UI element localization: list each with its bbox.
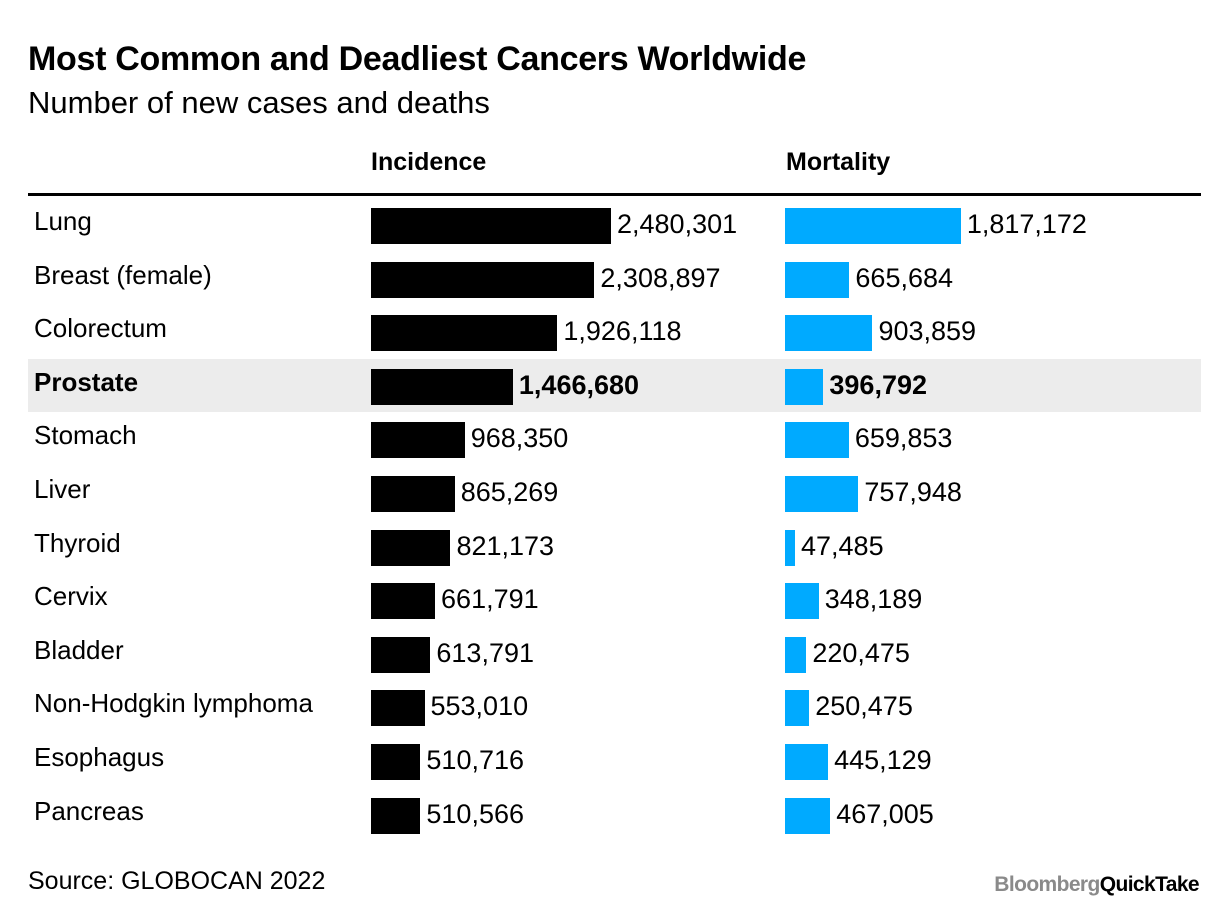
- incidence-column-header: Incidence: [371, 148, 487, 176]
- chart-subtitle: Number of new cases and deaths: [28, 85, 490, 120]
- logo-quicktake: QuickTake: [1099, 873, 1200, 896]
- mortality-value-non-hodgkin-lymphoma: 250,475: [815, 691, 913, 722]
- mortality-bar-colorectum: [785, 315, 873, 352]
- mortality-bar-cervix: [785, 583, 819, 620]
- incidence-value-colorectum: 1,926,118: [563, 316, 682, 347]
- mortality-value-breast-female: 665,684: [855, 262, 954, 293]
- category-label-colorectum: Colorectum: [34, 313, 167, 344]
- mortality-value-prostate: 396,792: [829, 369, 927, 400]
- incidence-bar-bladder: [371, 636, 431, 673]
- category-label-bladder: Bladder: [34, 634, 124, 665]
- highlight-band: [28, 358, 1201, 412]
- mortality-bar-bladder: [785, 636, 807, 673]
- category-label-prostate: Prostate: [34, 366, 139, 397]
- incidence-bar-colorectum: [371, 315, 558, 352]
- category-label-thyroid: Thyroid: [34, 527, 121, 558]
- mortality-value-stomach: 659,853: [854, 423, 953, 454]
- header-rule: [28, 193, 1201, 196]
- incidence-bar-cervix: [371, 583, 436, 620]
- mortality-bar-thyroid: [785, 529, 795, 566]
- incidence-value-thyroid: 821,173: [456, 530, 555, 561]
- incidence-bar-pancreas: [371, 797, 421, 834]
- mortality-bar-esophagus: [785, 744, 829, 780]
- category-label-pancreas: Pancreas: [34, 795, 144, 826]
- incidence-bar-lung: [371, 208, 611, 244]
- chart-title: Most Common and Deadliest Cancers Worldw…: [28, 40, 807, 78]
- incidence-bar-thyroid: [371, 529, 451, 566]
- category-label-breast-female: Breast (female): [34, 259, 212, 290]
- incidence-value-breast-female: 2,308,897: [600, 262, 721, 293]
- incidence-bar-stomach: [371, 422, 465, 459]
- source-note: Source: GLOBOCAN 2022: [28, 867, 326, 895]
- incidence-value-prostate: 1,466,680: [518, 369, 640, 400]
- incidence-bar-breast-female: [371, 261, 595, 298]
- mortality-bar-lung: [785, 208, 961, 244]
- mortality-bar-breast-female: [785, 261, 850, 298]
- category-label-lung: Lung: [34, 206, 92, 236]
- category-label-liver: Liver: [34, 474, 91, 504]
- mortality-column-header: Mortality: [786, 148, 891, 176]
- incidence-value-liver: 865,269: [460, 477, 559, 507]
- mortality-value-cervix: 348,189: [824, 584, 923, 615]
- mortality-value-esophagus: 445,129: [834, 745, 932, 775]
- publisher-logo: BloombergQuickTake: [994, 873, 1199, 897]
- incidence-value-non-hodgkin-lymphoma: 553,010: [430, 691, 529, 722]
- mortality-value-lung: 1,817,172: [966, 209, 1087, 239]
- incidence-bar-non-hodgkin-lymphoma: [371, 690, 425, 727]
- category-label-stomach: Stomach: [34, 420, 137, 451]
- incidence-value-stomach: 968,350: [470, 423, 569, 454]
- mortality-value-colorectum: 903,859: [878, 316, 977, 347]
- category-label-cervix: Cervix: [34, 581, 108, 612]
- mortality-value-thyroid: 47,485: [801, 530, 884, 561]
- incidence-value-lung: 2,480,301: [617, 209, 738, 239]
- incidence-value-pancreas: 510,566: [426, 798, 524, 829]
- mortality-bar-stomach: [785, 422, 849, 459]
- incidence-bar-esophagus: [371, 744, 421, 780]
- category-label-non-hodgkin-lymphoma: Non-Hodgkin lymphoma: [34, 688, 313, 719]
- incidence-value-bladder: 613,791: [436, 637, 534, 668]
- mortality-bar-prostate: [785, 368, 824, 405]
- incidence-value-esophagus: 510,716: [426, 745, 525, 775]
- mortality-bar-liver: [785, 476, 859, 512]
- mortality-value-pancreas: 467,005: [836, 798, 934, 829]
- logo-bloomberg: Bloomberg: [994, 873, 1100, 896]
- category-label-esophagus: Esophagus: [34, 742, 165, 772]
- mortality-value-liver: 757,948: [864, 477, 962, 507]
- incidence-value-cervix: 661,791: [441, 584, 539, 615]
- mortality-bar-non-hodgkin-lymphoma: [785, 690, 810, 727]
- incidence-bar-liver: [371, 476, 455, 512]
- mortality-value-bladder: 220,475: [812, 637, 910, 668]
- incidence-bar-prostate: [371, 368, 513, 405]
- mortality-bar-pancreas: [785, 797, 831, 834]
